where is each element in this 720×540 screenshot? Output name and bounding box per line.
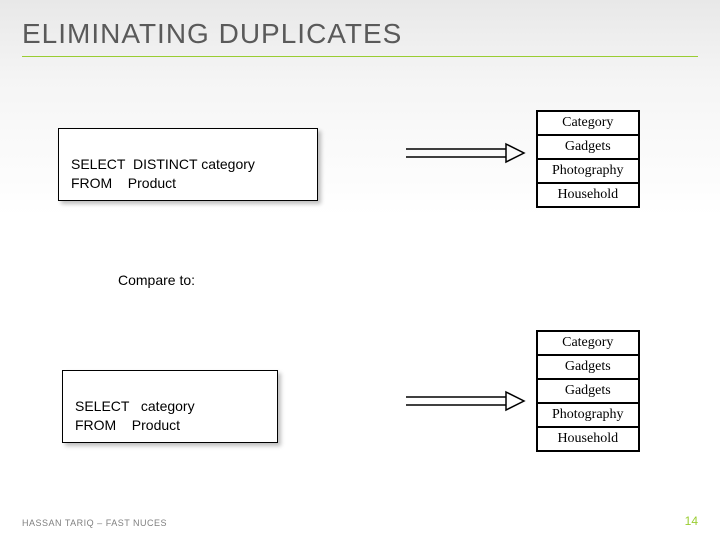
kw-select: SELECT xyxy=(75,398,137,414)
kw-distinct: DISTINCT xyxy=(133,156,197,172)
result-table-distinct: Category Gadgets Photography Household xyxy=(536,110,640,208)
q2-table: Product xyxy=(132,417,180,433)
table-cell: Gadgets xyxy=(537,379,639,403)
q1-col: category xyxy=(197,156,255,172)
kw-from: FROM xyxy=(71,175,128,191)
table-cell: Household xyxy=(537,183,639,207)
table-cell: Gadgets xyxy=(537,355,639,379)
query-box-distinct: SELECT DISTINCT category FROM Product xyxy=(58,128,318,201)
kw-select: SELECT xyxy=(71,156,133,172)
q1-table: Product xyxy=(128,175,176,191)
result-table-plain: Category Gadgets Gadgets Photography Hou… xyxy=(536,330,640,452)
table-cell: Photography xyxy=(537,159,639,183)
arrow-icon xyxy=(406,390,526,412)
page-number: 14 xyxy=(685,514,698,528)
compare-label: Compare to: xyxy=(118,272,195,288)
table-cell: Household xyxy=(537,427,639,451)
footer-text: HASSAN TARIQ – FAST NUCES xyxy=(22,518,167,528)
arrow-icon xyxy=(406,142,526,164)
table-header: Category xyxy=(537,111,639,135)
kw-from: FROM xyxy=(75,417,132,433)
title-underline xyxy=(22,56,698,57)
table-cell: Photography xyxy=(537,403,639,427)
slide-title: ELIMINATING DUPLICATES xyxy=(0,0,720,56)
table-header: Category xyxy=(537,331,639,355)
q2-col: category xyxy=(137,398,195,414)
query-box-plain: SELECT category FROM Product xyxy=(62,370,278,443)
table-cell: Gadgets xyxy=(537,135,639,159)
